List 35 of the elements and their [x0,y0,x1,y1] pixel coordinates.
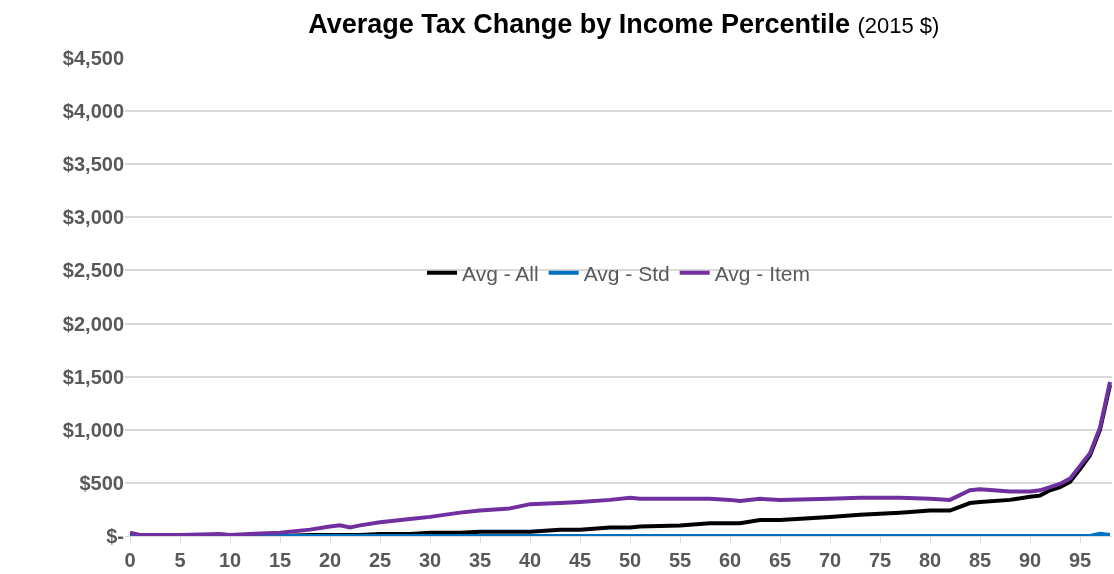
y-tick-label: $4,000 [62,100,124,123]
x-tick-label: 40 [518,549,542,571]
x-tick-label: 75 [868,549,892,571]
y-tick-label: $1,500 [62,365,124,388]
x-tick-label: 35 [468,549,492,571]
y-tick-label: $1,000 [62,418,124,441]
x-tick-label: 5 [174,549,186,571]
legend-label: Avg - Std [583,261,670,285]
y-tick-label: $- [106,525,124,547]
chart-subtitle: (2015 $) [857,13,940,39]
y-tick-label: $2,500 [62,259,124,282]
x-tick-label: 90 [1018,549,1042,571]
x-tick-label: 20 [318,549,342,571]
x-tick-label: 95 [1068,549,1092,571]
x-tick-label: 60 [718,549,742,571]
x-tick-label: 55 [668,549,692,571]
x-tick-label: 50 [618,549,642,571]
legend-label: Avg - Item [714,261,810,285]
x-tick-label: 65 [768,549,792,571]
x-tick-label: 10 [218,549,242,571]
x-tick-label: 45 [568,549,592,571]
chart-title: Average Tax Change by Income Percentile [308,9,850,40]
y-tick-label: $500 [79,471,124,494]
x-tick-label: 80 [918,549,942,571]
x-tick-label: 30 [418,549,442,571]
x-tick-label: 85 [968,549,992,571]
x-tick-label: 0 [124,549,136,571]
x-tick-label: 70 [818,549,842,571]
y-tick-label: $3,500 [62,153,124,176]
x-tick-label: 25 [368,549,392,571]
y-tick-label: $2,000 [62,312,124,335]
y-tick-label: $3,000 [62,206,124,229]
y-tick-label: $4,500 [62,47,124,69]
x-tick-label: 15 [268,549,292,571]
legend-label: Avg - All [462,261,539,285]
